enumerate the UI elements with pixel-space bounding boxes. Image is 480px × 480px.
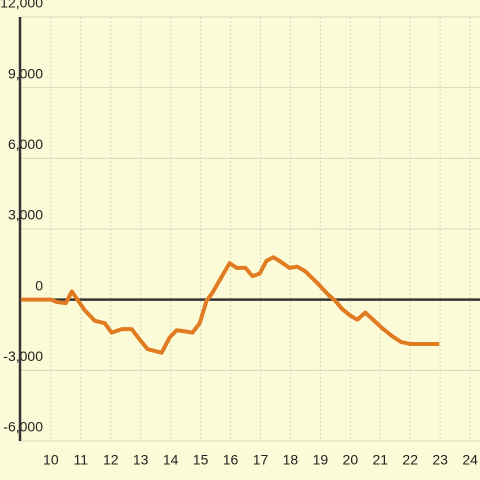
y-tick-label: 12,000 — [0, 0, 43, 11]
x-tick-label: 11 — [74, 452, 89, 468]
x-tick-label: 10 — [43, 452, 59, 468]
x-tick-label: 16 — [223, 452, 239, 468]
x-tick-label: 22 — [402, 452, 418, 468]
x-tick-label: 17 — [253, 452, 269, 468]
x-tick-label: 14 — [163, 452, 179, 468]
x-tick-label: 23 — [432, 452, 448, 468]
x-tick-label: 24 — [462, 452, 478, 468]
x-tick-label: 18 — [283, 452, 299, 468]
x-tick-label: 21 — [372, 452, 388, 468]
x-tick-label: 19 — [313, 452, 329, 468]
y-tick-label: 0 — [35, 277, 43, 293]
y-tick-label: 6,000 — [8, 136, 43, 152]
y-tick-label: 9,000 — [8, 65, 43, 81]
x-tick-label: 13 — [133, 452, 149, 468]
x-tick-label: 20 — [343, 452, 359, 468]
line — [20, 255, 440, 355]
y-tick-label: -3,000 — [3, 348, 43, 364]
y-tick-label: -6,000 — [3, 419, 43, 435]
y-tick-label: 3,000 — [8, 207, 43, 223]
x-tick-label: 15 — [193, 452, 209, 468]
x-tick-label: 12 — [103, 452, 119, 468]
